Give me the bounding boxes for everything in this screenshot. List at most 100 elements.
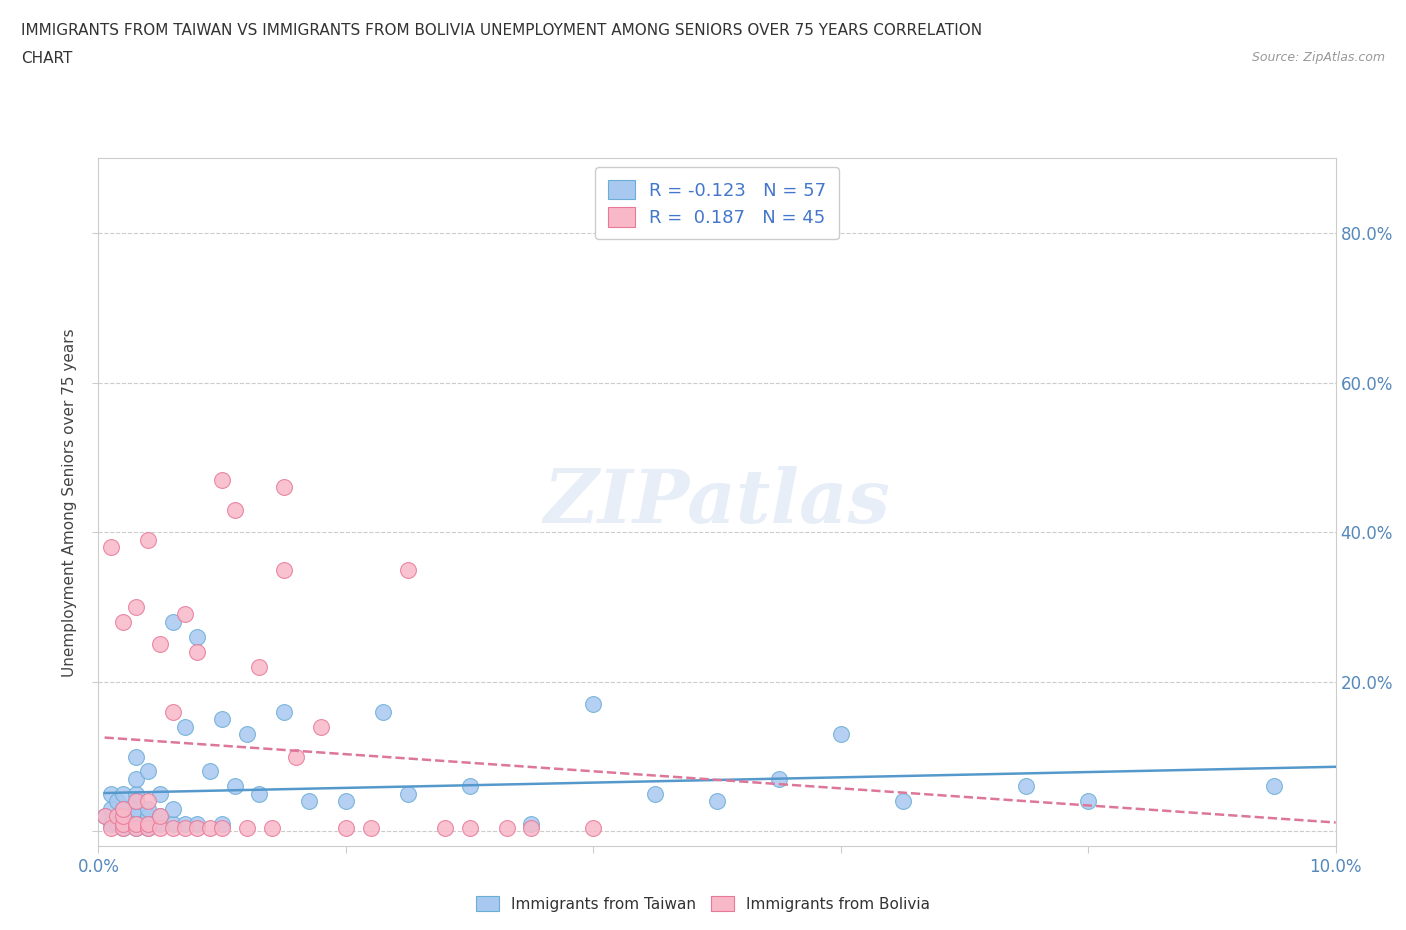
Point: [162, 820, 184, 835]
Text: IMMIGRANTS FROM TAIWAN VS IMMIGRANTS FROM BOLIVIA UNEMPLOYMENT AMONG SENIORS OVE: IMMIGRANTS FROM TAIWAN VS IMMIGRANTS FRO…: [21, 23, 983, 38]
Point: [335, 820, 357, 835]
Point: [162, 802, 184, 817]
Point: [124, 794, 146, 809]
Point: [582, 820, 605, 835]
Point: [174, 719, 197, 734]
Text: Source: ZipAtlas.com: Source: ZipAtlas.com: [1251, 51, 1385, 64]
Point: [124, 820, 146, 835]
Point: [309, 719, 332, 734]
Point: [247, 787, 270, 802]
Point: [100, 539, 122, 554]
Point: [124, 817, 146, 831]
Point: [149, 817, 172, 831]
Point: [136, 802, 159, 817]
Point: [371, 704, 394, 719]
Point: [112, 809, 135, 824]
Point: [1015, 779, 1038, 794]
Point: [186, 630, 208, 644]
Point: [174, 820, 197, 835]
Point: [706, 794, 728, 809]
Point: [1263, 779, 1285, 794]
Point: [298, 794, 321, 809]
Point: [186, 817, 208, 831]
Point: [149, 820, 172, 835]
Point: [124, 749, 146, 764]
Point: [124, 820, 146, 835]
Point: [136, 820, 159, 835]
Point: [112, 802, 135, 817]
Point: [260, 820, 283, 835]
Point: [495, 820, 517, 835]
Point: [396, 562, 419, 577]
Y-axis label: Unemployment Among Seniors over 75 years: Unemployment Among Seniors over 75 years: [62, 328, 77, 676]
Point: [174, 607, 197, 622]
Point: [112, 820, 135, 835]
Point: [433, 820, 456, 835]
Point: [360, 820, 382, 835]
Point: [211, 472, 233, 487]
Point: [520, 820, 543, 835]
Point: [124, 802, 146, 817]
Point: [582, 697, 605, 711]
Point: [112, 820, 135, 835]
Point: [891, 794, 914, 809]
Point: [136, 764, 159, 779]
Point: [112, 817, 135, 831]
Point: [520, 817, 543, 831]
Point: [118, 817, 141, 831]
Point: [100, 787, 122, 802]
Point: [224, 779, 246, 794]
Point: [162, 615, 184, 630]
Point: [124, 817, 146, 831]
Point: [124, 794, 146, 809]
Point: [112, 817, 135, 831]
Point: [100, 817, 122, 831]
Point: [136, 532, 159, 547]
Point: [112, 809, 135, 824]
Point: [273, 704, 295, 719]
Point: [458, 820, 481, 835]
Point: [136, 817, 159, 831]
Point: [273, 480, 295, 495]
Legend: Immigrants from Taiwan, Immigrants from Bolivia: Immigrants from Taiwan, Immigrants from …: [470, 889, 936, 918]
Point: [186, 644, 208, 659]
Point: [136, 794, 159, 809]
Point: [224, 502, 246, 517]
Point: [105, 817, 128, 831]
Point: [236, 726, 259, 741]
Point: [112, 802, 135, 817]
Point: [100, 802, 122, 817]
Point: [236, 820, 259, 835]
Point: [458, 779, 481, 794]
Point: [149, 809, 172, 824]
Point: [198, 764, 221, 779]
Point: [247, 659, 270, 674]
Point: [644, 787, 666, 802]
Point: [162, 704, 184, 719]
Point: [149, 637, 172, 652]
Point: [124, 600, 146, 615]
Point: [830, 726, 852, 741]
Point: [93, 809, 115, 824]
Point: [273, 562, 295, 577]
Point: [124, 772, 146, 787]
Point: [105, 809, 128, 824]
Point: [136, 817, 159, 831]
Point: [335, 794, 357, 809]
Point: [768, 772, 790, 787]
Point: [105, 794, 128, 809]
Point: [124, 787, 146, 802]
Point: [162, 817, 184, 831]
Point: [285, 749, 308, 764]
Point: [112, 615, 135, 630]
Point: [198, 820, 221, 835]
Point: [149, 809, 172, 824]
Point: [396, 787, 419, 802]
Point: [211, 817, 233, 831]
Point: [211, 820, 233, 835]
Point: [136, 820, 159, 835]
Legend: R = -0.123   N = 57, R =  0.187   N = 45: R = -0.123 N = 57, R = 0.187 N = 45: [595, 167, 839, 239]
Point: [100, 820, 122, 835]
Point: [211, 711, 233, 726]
Text: ZIPatlas: ZIPatlas: [544, 466, 890, 538]
